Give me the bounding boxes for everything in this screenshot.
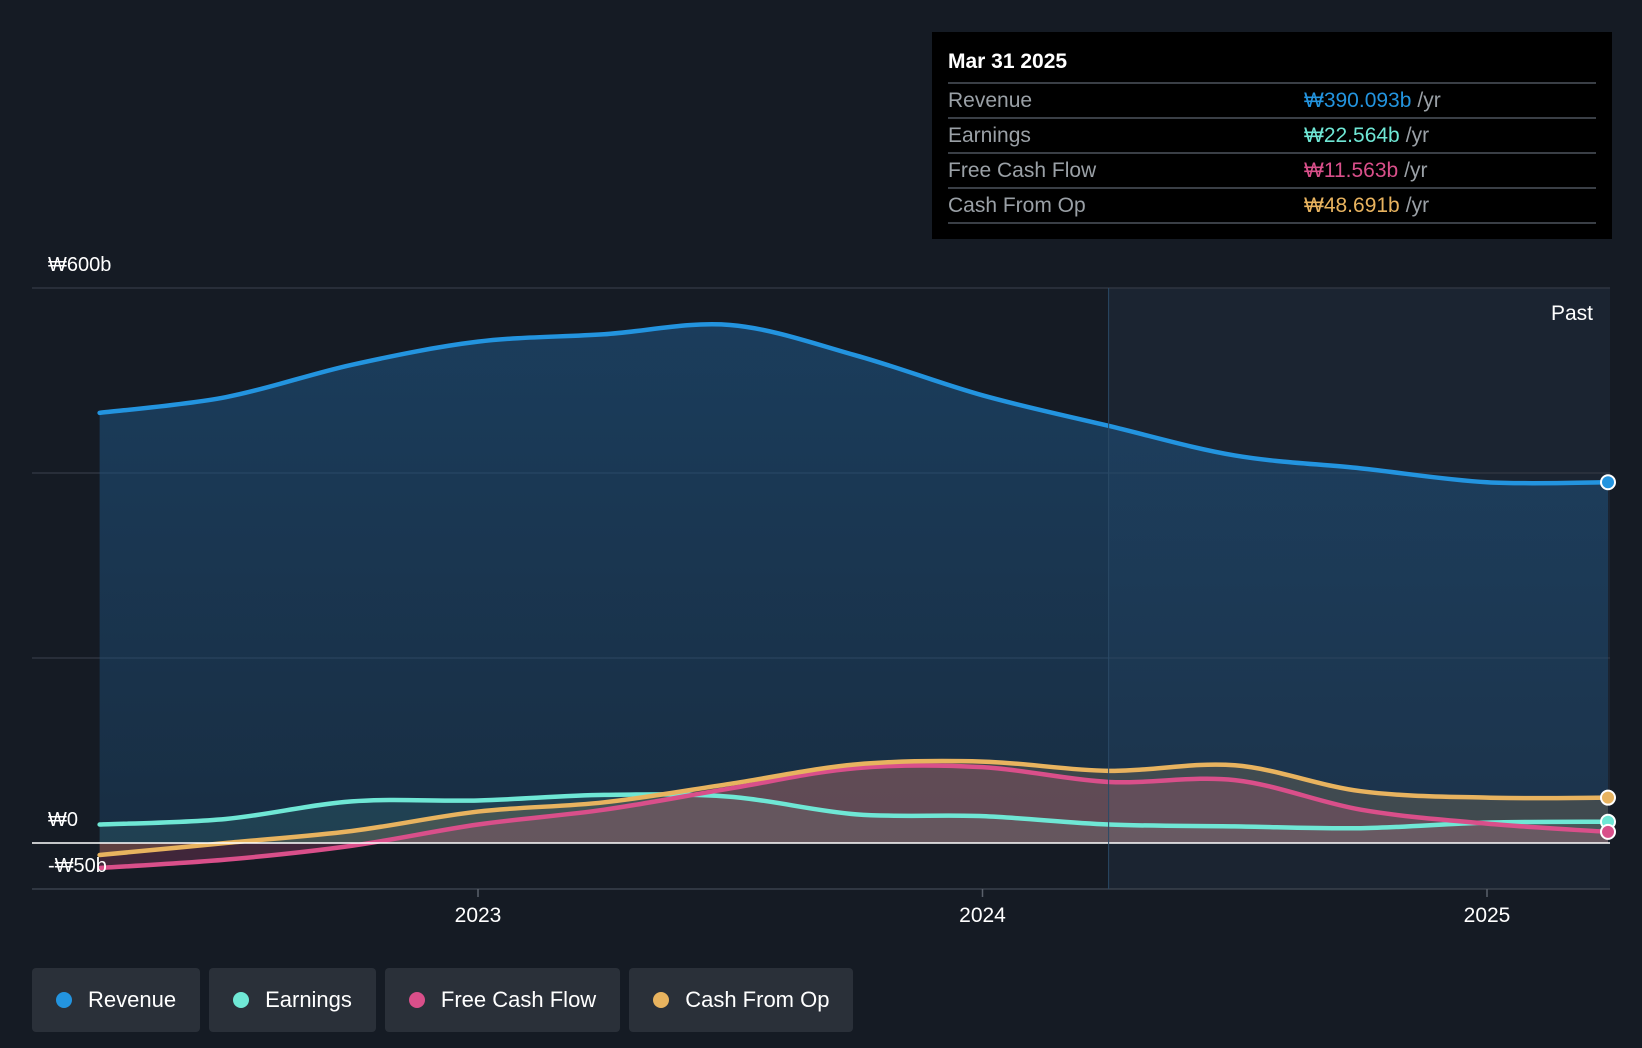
tooltip-rows: Revenue ₩390.093b/yr Earnings ₩22.564b/yr Fr…: [948, 84, 1596, 224]
cash-from-op-line: [97, 758, 1611, 858]
x-tick-label: 2024: [959, 904, 1006, 927]
cash-from-op-area: [99, 761, 1608, 856]
legend-item-earnings[interactable]: Earnings: [209, 968, 376, 1032]
y-tick-label: ₩0: [48, 809, 78, 831]
legend-item-cash-from-op[interactable]: Cash From Op: [629, 968, 854, 1032]
tooltip-row-label: Earnings: [948, 124, 1031, 147]
revenue-area: [99, 324, 1608, 844]
tooltip-panel: Mar 31 2025 Revenue ₩390.093b/yr Earnings ₩…: [932, 32, 1612, 239]
legend-dot-icon: [56, 992, 72, 1008]
series-endpoints: [1600, 474, 1616, 840]
tooltip-row-label: Cash From Op: [948, 194, 1086, 217]
series-lines: [97, 322, 1611, 871]
cash-from-op-endpoint: [1600, 789, 1616, 806]
x-tick-label: 2025: [1464, 904, 1511, 927]
free-cash-flow-line: [97, 763, 1611, 871]
revenue-line: [97, 322, 1611, 486]
tooltip-row-value: ₩11.563b: [1304, 159, 1399, 182]
legend-dot-icon: [408, 992, 425, 1008]
tooltip-row-unit: /yr: [1417, 89, 1441, 112]
earnings-area: [99, 794, 1608, 843]
x-axis-ticks: 2023 2024 2025: [455, 889, 1511, 927]
legend-label: Revenue: [88, 987, 177, 1012]
tooltip-row-value: ₩22.564b: [1304, 124, 1400, 147]
legend-item-revenue[interactable]: Revenue: [32, 968, 201, 1032]
tooltip-date: Mar 31 2025: [948, 48, 1596, 84]
y-tick-label: -₩50b: [48, 855, 107, 877]
tooltip-row-free-cash-flow: Free Cash Flow ₩11.563b/yr: [948, 154, 1596, 189]
x-tick-label: 2023: [455, 904, 502, 927]
legend-dot-icon: [233, 992, 250, 1008]
tooltip-row-value: ₩48.691b: [1304, 194, 1400, 217]
y-tick-label: ₩600b: [48, 254, 111, 276]
tooltip-row-unit: /yr: [1404, 159, 1428, 182]
tooltip-row-revenue: Revenue ₩390.093b/yr: [948, 84, 1596, 119]
tooltip-row-earnings: Earnings ₩22.564b/yr: [948, 119, 1596, 154]
legend-dot-icon: [653, 992, 670, 1008]
tooltip-row-label: Free Cash Flow: [948, 159, 1097, 182]
legend-item-free-cash-flow[interactable]: Free Cash Flow: [384, 968, 621, 1032]
earnings-line: [97, 792, 1611, 831]
legend: Revenue Earnings Free Cash Flow Cash From O…: [32, 968, 854, 1032]
free-cash-flow-endpoint: [1600, 823, 1616, 840]
series-areas: [99, 324, 1608, 868]
legend-label: Cash From Op: [685, 987, 830, 1012]
tooltip-row-value: ₩390.093b: [1304, 89, 1412, 112]
past-label: Past: [1551, 302, 1593, 325]
tooltip-row-unit: /yr: [1405, 124, 1430, 147]
y-axis-ticks: ₩600b ₩0 -₩50b: [48, 254, 111, 877]
tooltip-row-label: Revenue: [948, 89, 1033, 112]
tooltip-row-unit: /yr: [1405, 194, 1430, 217]
revenue-endpoint: [1600, 474, 1616, 491]
tooltip-row-cash-from-op: Cash From Op ₩48.691b/yr: [948, 189, 1596, 224]
legend-label: Free Cash Flow: [440, 987, 597, 1012]
legend-label: Earnings: [265, 987, 352, 1012]
